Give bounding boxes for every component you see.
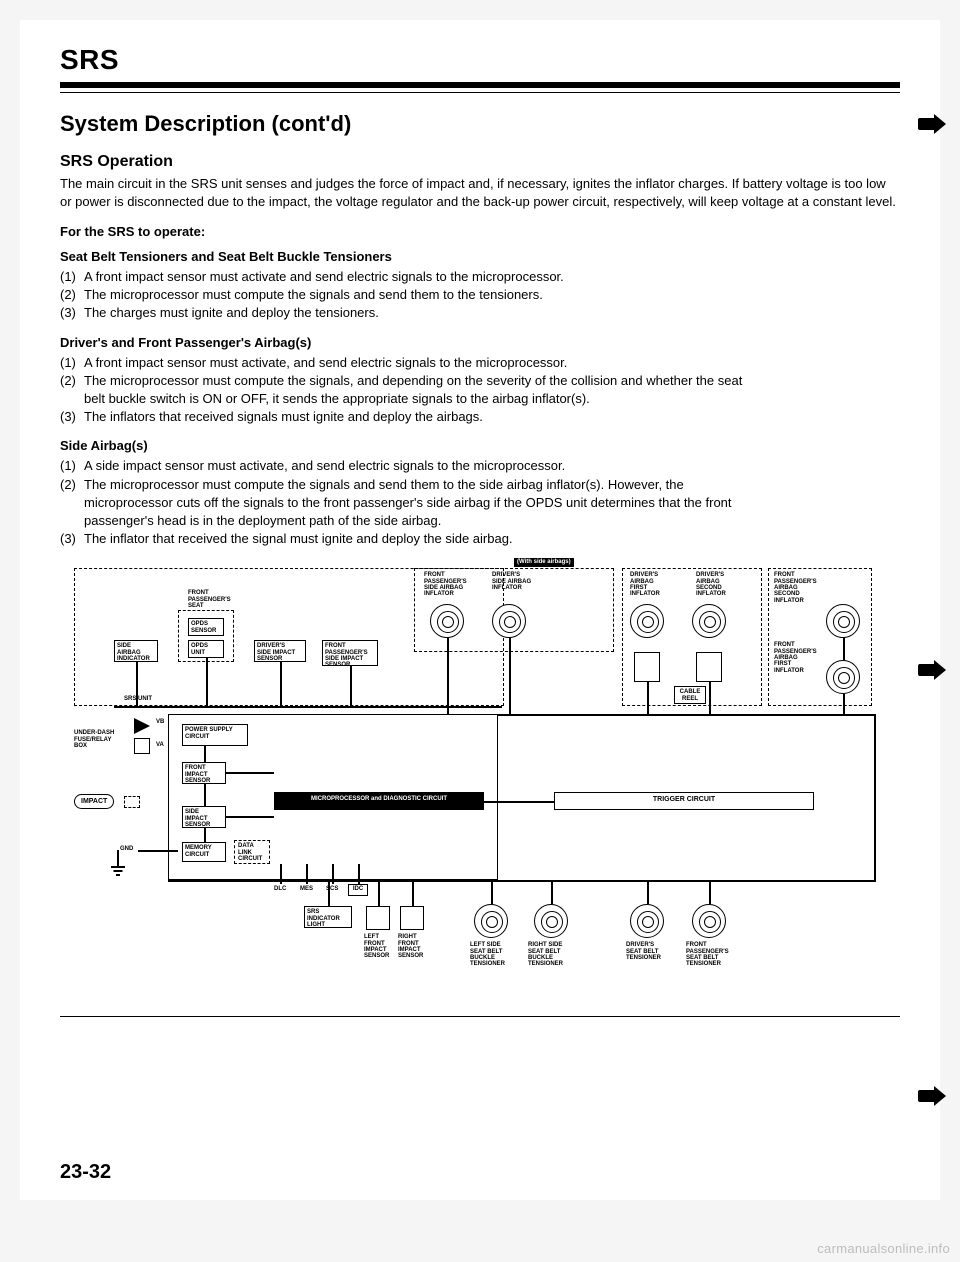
watermark: carmanualsonline.info xyxy=(817,1241,950,1256)
inflator-icon xyxy=(630,904,664,938)
srs-operation-heading: SRS Operation xyxy=(60,153,900,171)
lbl-drv-seatbelt-t: DRIVER'S SEAT BELT TENSIONER xyxy=(626,942,661,961)
opds-sensor-box: OPDS SENSOR xyxy=(188,618,224,636)
sensor-icon xyxy=(366,906,390,930)
header-srs: SRS xyxy=(60,44,900,76)
margin-arrow-icon xyxy=(918,1086,948,1106)
diagram-banner: (With side airbags) xyxy=(514,558,574,566)
sec3-list: (1)A side impact sensor must activate, a… xyxy=(60,457,900,548)
lbl-left-front-sensor: LEFT FRONT IMPACT SENSOR xyxy=(364,934,389,959)
lbl-underdash: UNDER-DASH FUSE/RELAY BOX xyxy=(74,730,114,749)
margin-arrow-icon xyxy=(918,114,948,134)
srs-ind-light-box: SRS INDICATOR LIGHT xyxy=(304,906,352,928)
margin-arrow-icon xyxy=(918,660,948,680)
sec2-list: (1)A front impact sensor must activate, … xyxy=(60,354,900,427)
impact-pill: IMPACT xyxy=(74,794,114,809)
drv-side-sensor-box: DRIVER'S SIDE IMPACT SENSOR xyxy=(254,640,306,662)
lbl-right-front-sensor: RIGHT FRONT IMPACT SENSOR xyxy=(398,934,423,959)
trigger-box: TRIGGER CIRCUIT xyxy=(554,792,814,810)
rule-thick xyxy=(60,82,900,88)
lbl-drv-2nd-infl: DRIVER'S AIRBAG SECOND INFLATOR xyxy=(696,572,726,597)
sensor-icon xyxy=(400,906,424,930)
lbl-va: VA xyxy=(156,742,164,748)
rule-thin xyxy=(60,92,900,93)
sec3-heading: Side Airbag(s) xyxy=(60,438,900,453)
section-title: System Description (cont'd) xyxy=(60,111,900,137)
lbl-drv-1st-infl: DRIVER'S AIRBAG FIRST INFLATOR xyxy=(630,572,660,597)
idc-box: IDC xyxy=(348,884,368,896)
side-airbag-ind-box: SIDE AIRBAG INDICATOR xyxy=(114,640,158,662)
lbl-drv-side-infl: DRIVER'S SIDE AIRBAG INFLATOR xyxy=(492,572,531,591)
connector-icon xyxy=(634,652,660,682)
lbl-frp-seatbelt-t: FRONT PASSENGER'S SEAT BELT TENSIONER xyxy=(686,942,729,967)
srs-block-diagram: (With side airbags) FRONT PASSENGER'S SI… xyxy=(74,560,874,990)
triangle-icon xyxy=(134,718,150,734)
lbl-front-pass-seat: FRONT PASSENGER'S SEAT xyxy=(188,590,231,609)
page: SRS System Description (cont'd) SRS Oper… xyxy=(20,20,940,1200)
lbl-frp-1st-infl: FRONT PASSENGER'S AIRBAG FIRST INFLATOR xyxy=(774,642,817,673)
inflator-icon xyxy=(692,904,726,938)
frp-side-sensor-box: FRONT PASSENGER'S SIDE IMPACT SENSOR xyxy=(322,640,378,666)
lbl-right-seatbelt-t: RIGHT SIDE SEAT BELT BUCKLE TENSIONER xyxy=(528,942,563,967)
connector-icon xyxy=(696,652,722,682)
sec1-heading: Seat Belt Tensioners and Seat Belt Buckl… xyxy=(60,249,900,264)
lbl-frp-2nd-infl: FRONT PASSENGER'S AIRBAG SECOND INFLATOR xyxy=(774,572,817,603)
lbl-srs-unit: SRS UNIT xyxy=(124,696,152,702)
intro-text: The main circuit in the SRS unit senses … xyxy=(60,175,900,210)
inflator-icon xyxy=(474,904,508,938)
lbl-frp-side-infl: FRONT PASSENGER'S SIDE AIRBAG INFLATOR xyxy=(424,572,467,597)
sec2-heading: Driver's and Front Passenger's Airbag(s) xyxy=(60,335,900,350)
sec1-list: (1)A front impact sensor must activate a… xyxy=(60,268,900,323)
page-number: 23-32 xyxy=(60,1161,111,1184)
lbl-mes: MES xyxy=(300,886,313,892)
lbl-vb: VB xyxy=(156,719,164,725)
microprocessor-box: MICROPROCESSOR and DIAGNOSTIC CIRCUIT xyxy=(274,792,484,810)
ground-icon xyxy=(110,866,126,880)
for-srs-operate: For the SRS to operate: xyxy=(60,224,900,239)
cable-reel-box: CABLE REEL xyxy=(674,686,706,704)
lbl-left-seatbelt-t: LEFT SIDE SEAT BELT BUCKLE TENSIONER xyxy=(470,942,505,967)
lbl-gnd: GND xyxy=(120,846,133,852)
inflator-icon xyxy=(534,904,568,938)
lbl-dlc: DLC xyxy=(274,886,286,892)
opds-unit-box: OPDS UNIT xyxy=(188,640,224,658)
footer-rule xyxy=(60,1016,900,1017)
arrow-icon xyxy=(124,796,140,808)
